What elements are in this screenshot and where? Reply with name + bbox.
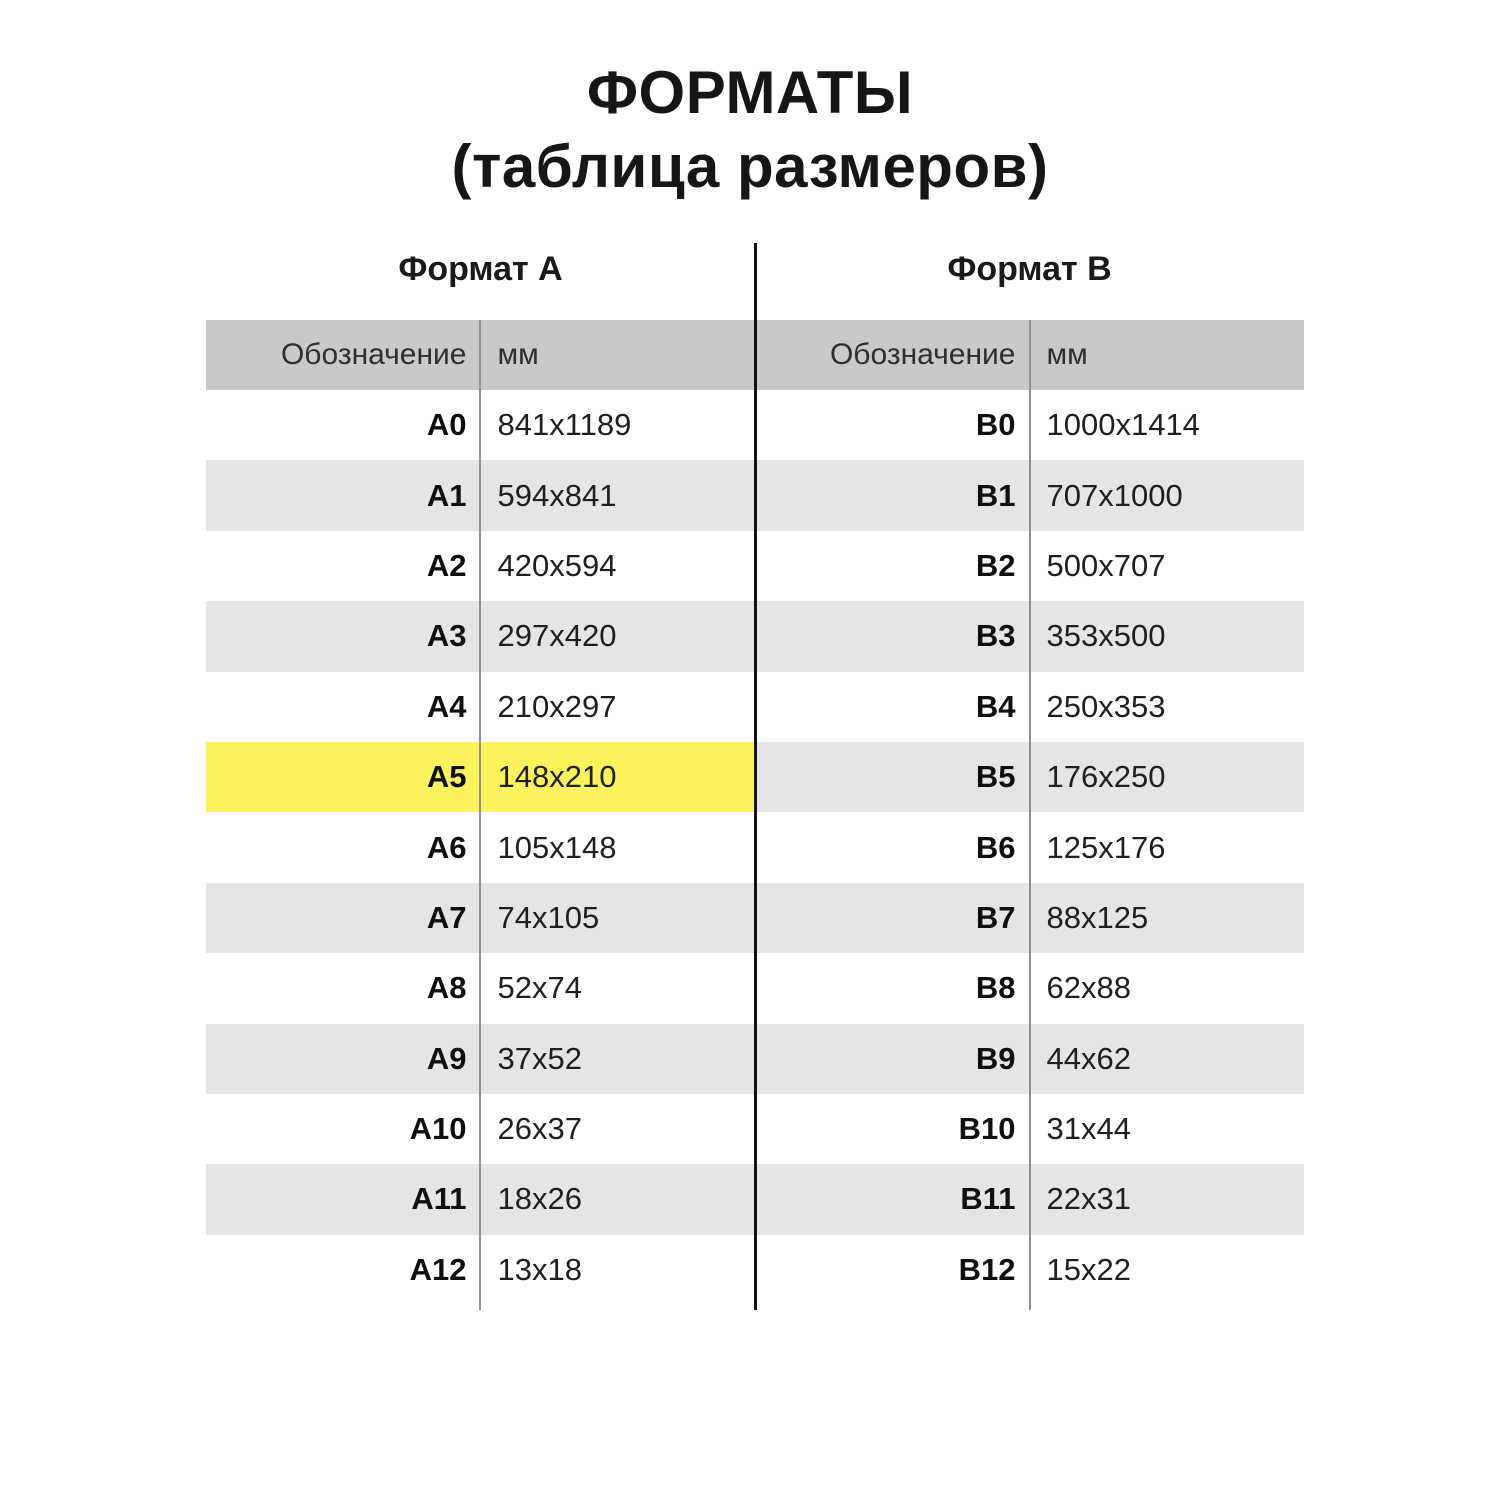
format-size-mm: 52x74 <box>497 970 582 1006</box>
format-size-mm: 13x18 <box>497 1251 582 1287</box>
format-designation: A1 <box>426 477 467 513</box>
format-size-mm: 15x22 <box>1046 1251 1131 1287</box>
format-designation: B0 <box>975 407 1016 443</box>
format-size-mm: 841x1189 <box>497 407 632 443</box>
table-a-header: Обозначение мм <box>206 320 755 390</box>
column-header-mm-b: мм <box>1046 338 1088 371</box>
format-designation: A8 <box>426 970 467 1006</box>
format-size-mm: 88x125 <box>1046 899 1149 935</box>
format-designation: B2 <box>975 547 1016 583</box>
table-b-column-divider-line <box>1029 320 1031 1310</box>
column-header-designation-a: Обозначение <box>280 338 467 371</box>
format-size-mm: 297x420 <box>497 618 617 654</box>
format-size-mm: 210x297 <box>497 688 617 724</box>
format-size-mm: 250x353 <box>1046 688 1166 724</box>
format-designation: B9 <box>975 1040 1016 1076</box>
format-designation: B12 <box>958 1251 1016 1287</box>
format-size-mm: 500x707 <box>1046 547 1166 583</box>
format-size-mm: 707x1000 <box>1046 477 1183 513</box>
format-designation: B1 <box>975 477 1016 513</box>
format-designation: A6 <box>426 829 467 865</box>
format-size-mm: 594x841 <box>497 477 617 513</box>
format-size-mm: 22x31 <box>1046 1181 1131 1217</box>
column-header-mm-a: мм <box>497 338 539 371</box>
format-designation: A9 <box>426 1040 467 1076</box>
format-designation: A4 <box>426 688 467 724</box>
format-designation: B10 <box>958 1111 1016 1147</box>
table-a-heading: Формат А <box>398 250 563 288</box>
table-b-header: Обозначение мм <box>755 320 1304 390</box>
format-designation: B7 <box>975 899 1016 935</box>
format-size-mm: 37x52 <box>497 1040 582 1076</box>
format-size-mm: 44x62 <box>1046 1040 1131 1076</box>
format-size-mm: 18x26 <box>497 1181 582 1217</box>
format-designation: A0 <box>426 407 467 443</box>
format-designation: A2 <box>426 547 467 583</box>
format-designation: B6 <box>975 829 1016 865</box>
format-size-mm: 62x88 <box>1046 970 1131 1006</box>
format-designation: B8 <box>975 970 1016 1006</box>
page-title: ФОРМАТЫ <box>586 59 914 126</box>
table-b-heading: Формат B <box>947 250 1112 288</box>
column-header-designation-b: Обозначение <box>829 338 1016 371</box>
format-designation: A5 <box>426 759 467 795</box>
format-size-mm: 420x594 <box>497 547 617 583</box>
format-designation: A10 <box>409 1111 467 1147</box>
format-designation: B11 <box>960 1181 1016 1217</box>
format-size-mm: 1000x1414 <box>1046 407 1200 443</box>
page-subtitle: (таблица размеров) <box>451 133 1049 200</box>
format-designation: B4 <box>975 688 1016 724</box>
format-designation: B5 <box>975 759 1016 795</box>
table-a-column-divider-line <box>479 320 481 1310</box>
format-size-mm: 125x176 <box>1046 829 1166 865</box>
format-designation: B3 <box>975 618 1016 654</box>
format-designation: A12 <box>409 1251 467 1287</box>
format-size-mm: 74x105 <box>497 899 600 935</box>
format-size-mm: 176x250 <box>1046 759 1166 795</box>
format-size-mm: 353x500 <box>1046 618 1166 654</box>
format-size-mm: 148x210 <box>497 759 617 795</box>
format-size-mm: 31x44 <box>1046 1111 1131 1147</box>
format-size-mm: 105x148 <box>497 829 617 865</box>
format-size-mm: 26x37 <box>497 1111 582 1147</box>
format-designation: A7 <box>426 899 467 935</box>
format-designation: A3 <box>426 618 467 654</box>
center-divider-line <box>753 243 757 1310</box>
format-designation: A11 <box>411 1181 467 1217</box>
